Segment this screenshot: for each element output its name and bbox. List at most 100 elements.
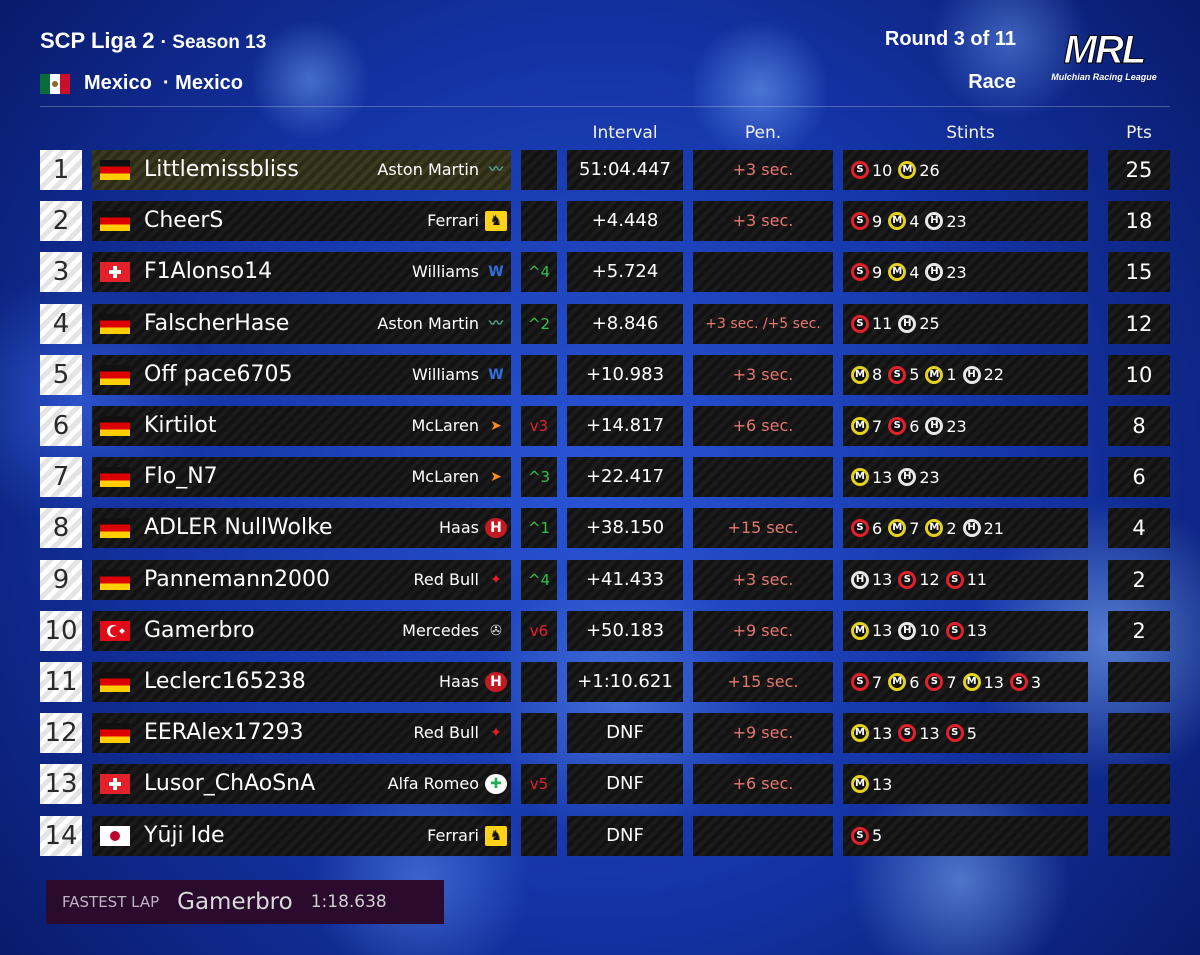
driver-name: Littlemissbliss [144, 157, 299, 182]
tyre-compound-icon: M [925, 365, 944, 384]
aston-martin-icon: 〰 [489, 162, 503, 178]
position-cell: 9 [40, 559, 82, 600]
stints-cell: M 13 H 23 [843, 457, 1088, 498]
stint-laps: 7 [872, 416, 883, 436]
driver-cell: CheerS Ferrari ♞ [92, 201, 511, 242]
header-left: SCP Liga 2 · Season 13 Mexico · Mexico [40, 28, 266, 95]
stint-laps: 23 [946, 262, 967, 282]
stint-laps: 10 [919, 621, 940, 641]
williams-icon: W [488, 366, 504, 383]
position-cell: 5 [40, 354, 82, 395]
penalty-cell: +9 sec. [693, 713, 833, 754]
team-name: McLaren [411, 467, 479, 487]
driver-name: Gamerbro [144, 617, 255, 643]
stint-laps: 7 [946, 672, 957, 692]
penalty-cell: +3 sec. [693, 201, 833, 242]
header-right: Round 3 of 11 Race [885, 28, 1016, 94]
tyre-compound-icon: M [925, 519, 944, 538]
penalty-cell: +15 sec. [693, 508, 833, 549]
stint-laps: 13 [872, 723, 893, 743]
position-cell: 2 [40, 201, 82, 242]
series-name: SCP Liga 2 [40, 28, 155, 53]
result-row: 11 Leclerc165238 Haas H +1:10.621 +15 sec. S 7 M… [40, 662, 1170, 702]
position-change-cell: ^1 [521, 508, 557, 549]
team-name: Red Bull [413, 723, 480, 743]
result-row: 13 Lusor_ChAoSnA Alfa Romeo ✚ v5 DNF +6 sec. M 1… [40, 764, 1170, 805]
result-row: 7 Flo_N7 McLaren ➤ ^3 +22.417 M 13 H 23 6 [40, 457, 1170, 498]
stints-cell: S 9 M 4 H 23 [843, 252, 1088, 293]
interval-cell: +4.448 [567, 201, 683, 242]
stints-cell: M 13 [843, 764, 1088, 805]
stint-laps: 25 [919, 314, 940, 334]
driver-cell: FalscherHase Aston Martin 〰 [92, 303, 511, 344]
result-row: 12 EERAlex17293 Red Bull ✦ DNF +9 sec. M 13 S 13 S… [40, 713, 1170, 754]
interval-cell: +8.846 [567, 303, 683, 344]
interval-cell: DNF [567, 764, 683, 805]
stints-cell: H 13 S 12 S 11 [843, 559, 1088, 600]
tyre-compound-icon: M [888, 673, 907, 691]
arrow-down-icon: v [529, 417, 539, 435]
stint: M 26 [898, 161, 940, 180]
stint: H 23 [925, 262, 967, 282]
points-cell: 2 [1108, 610, 1170, 651]
stint-laps: 4 [909, 262, 920, 282]
interval-cell: +50.183 [567, 610, 683, 651]
driver-cell: Lusor_ChAoSnA Alfa Romeo ✚ [92, 764, 511, 805]
driver-cell: Gamerbro Mercedes ✇ [92, 610, 511, 651]
points-cell [1108, 815, 1170, 856]
stint-laps: 5 [909, 365, 920, 385]
driver-name: EERAlex17293 [144, 720, 304, 746]
stint: S 10 [851, 161, 892, 180]
interval-cell: +41.433 [567, 559, 683, 600]
team-name: Haas [439, 672, 479, 691]
interval-cell: DNF [567, 713, 683, 754]
stint: M 13 [851, 775, 892, 794]
points-cell: 4 [1108, 508, 1170, 549]
position-change-value: 5 [538, 775, 549, 794]
tyre-compound-icon: H [925, 212, 944, 231]
aston-martin-icon: 〰 [489, 315, 503, 332]
tyre-compound-icon: M [962, 673, 981, 691]
stint-laps: 3 [1030, 672, 1042, 692]
result-row: 9 Pannemann2000 Red Bull ✦ ^4 +41.433 +3 sec. H… [40, 559, 1170, 600]
league-logo: MRL Mulchian Racing League [1040, 28, 1168, 83]
stint: S 11 [945, 570, 987, 589]
stint-laps: 13 [983, 672, 1004, 692]
tyre-compound-icon: S [898, 570, 917, 589]
alfa-romeo-icon: ✚ [485, 774, 507, 795]
logo-caption: Mulchian Racing League [1051, 72, 1157, 82]
points-cell: 6 [1108, 457, 1170, 498]
stint-laps: 9 [872, 211, 883, 231]
title-line: SCP Liga 2 · Season 13 [40, 28, 266, 54]
stint-laps: 1 [946, 365, 957, 385]
stint: H 13 [851, 570, 892, 589]
logo-letters: MRL [1063, 28, 1147, 72]
tyre-compound-icon: S [945, 570, 964, 589]
tyre-compound-icon: M [851, 621, 869, 640]
tyre-compound-icon: M [851, 468, 869, 487]
tyre-compound-icon: H [851, 570, 869, 589]
stint: M 13 [851, 621, 892, 640]
result-row: 6 Kirtilot McLaren ➤ v3 +14.817 +6 sec. M 7 S 6 H 23… [40, 406, 1170, 446]
driver-cell: Pannemann2000 Red Bull ✦ [92, 559, 511, 600]
position-change-cell [521, 150, 557, 190]
stint-laps: 6 [872, 518, 883, 538]
position-change-cell: ^2 [521, 303, 557, 344]
result-row: 10 Gamerbro Mercedes ✇ v6 +50.183 +9 sec. M 13 H 1… [40, 610, 1170, 651]
penalty-cell: +3 sec. [693, 354, 833, 395]
driver-name: Leclerc165238 [144, 669, 306, 694]
stint: H 22 [962, 365, 1004, 384]
team-name: Williams [412, 262, 479, 282]
team-name: McLaren [411, 416, 479, 435]
arrow-down-icon: v [529, 621, 539, 640]
position-change-value: 3 [538, 417, 549, 435]
driver-name: F1Alonso14 [144, 259, 273, 285]
